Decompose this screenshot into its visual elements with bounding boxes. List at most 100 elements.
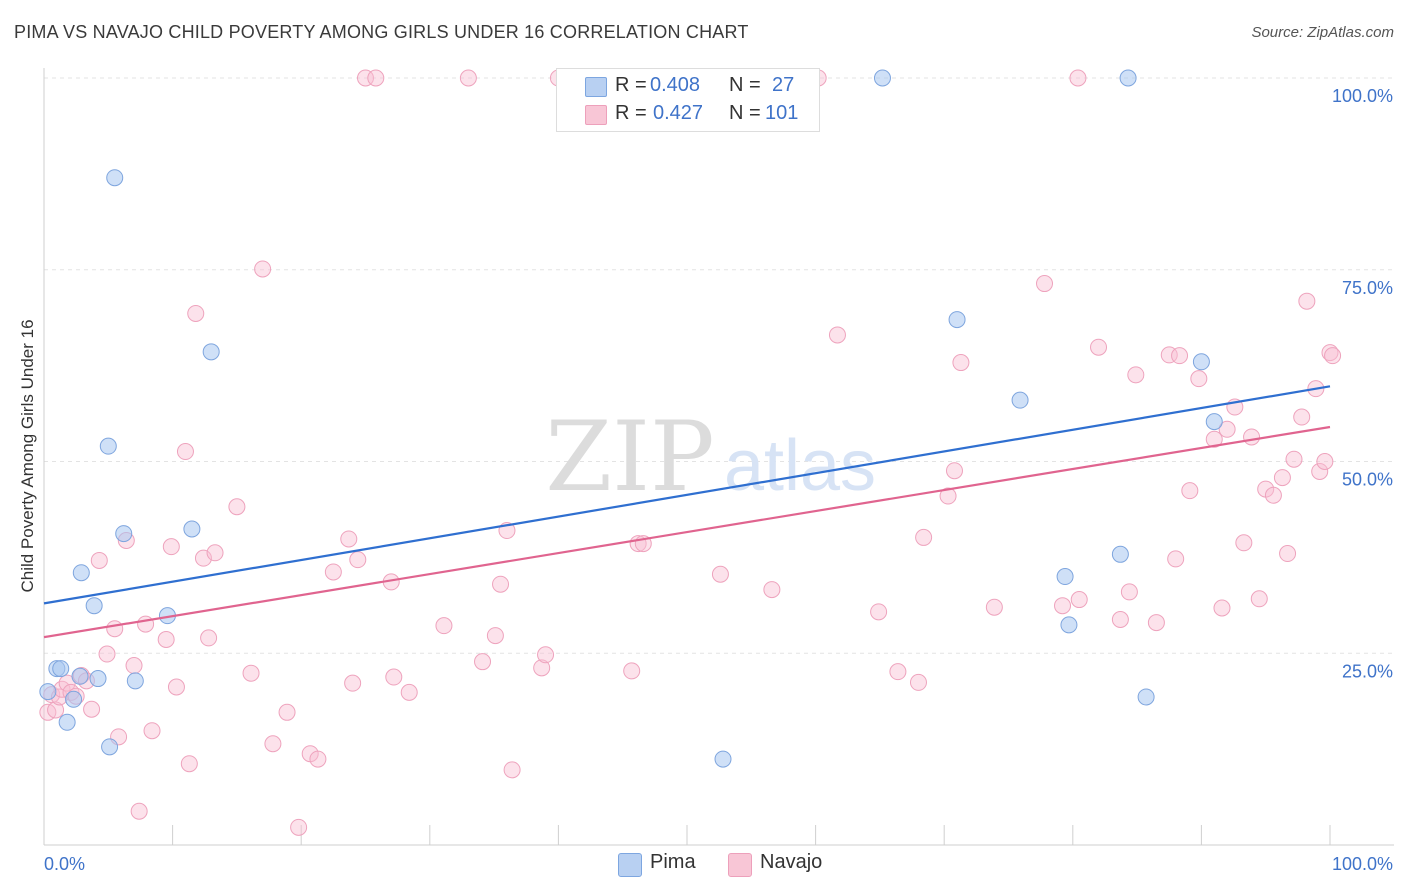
navajo-trendline	[43, 425, 1331, 639]
navajo-point	[623, 662, 641, 680]
navajo-point	[137, 615, 155, 633]
navajo-point	[1218, 420, 1236, 438]
navajo-point	[1264, 486, 1282, 504]
pima-point	[101, 738, 119, 756]
pima-point	[72, 564, 90, 582]
navajo-point	[486, 627, 504, 645]
navajo-point	[870, 603, 888, 621]
pima-point	[714, 750, 732, 768]
navajo-point	[1311, 462, 1329, 480]
navajo-point	[1235, 534, 1253, 552]
navajo-point	[1147, 614, 1165, 632]
pima-point	[873, 69, 891, 87]
navajo-point	[206, 544, 224, 562]
pima-point	[1060, 616, 1078, 634]
source-label: Source: ZipAtlas.com	[1251, 24, 1394, 41]
pima-point	[1056, 568, 1074, 586]
trendlines	[43, 385, 1331, 639]
navajo-r-value: 0.427	[653, 102, 704, 124]
pima-point	[1192, 353, 1210, 371]
navajo-point	[1316, 453, 1334, 470]
navajo-point	[533, 659, 551, 677]
navajo-point	[242, 664, 260, 682]
navajo-point	[1285, 450, 1303, 468]
navajo-point	[711, 565, 729, 583]
stats-legend: R = 0.408 N = 27 R = 0.427 N = 101	[556, 68, 820, 132]
navajo-point	[1120, 583, 1138, 601]
navajo-point	[83, 700, 101, 718]
navajo-point	[98, 645, 116, 663]
pima-point	[39, 683, 57, 701]
navajo-point	[349, 551, 367, 569]
pima-point	[1111, 545, 1129, 563]
navajo-point	[367, 69, 385, 87]
y-tick-label-3: 100.0%	[1332, 86, 1393, 106]
navajo-point	[915, 528, 933, 546]
navajo-point	[474, 653, 492, 671]
y-tick-label-1: 50.0%	[1342, 470, 1393, 490]
navajo-r-label: R =	[615, 102, 647, 124]
navajo-point	[106, 620, 124, 638]
pima-n-label: N =	[729, 74, 761, 96]
navajo-point	[1171, 347, 1189, 365]
navajo-point	[1070, 591, 1088, 609]
pima-point	[106, 169, 124, 187]
navajo-point	[385, 668, 403, 686]
navajo-point	[143, 722, 161, 740]
axes	[43, 68, 1394, 846]
pima-point	[89, 670, 107, 688]
navajo-point	[47, 701, 65, 719]
pima-point	[1119, 69, 1137, 87]
navajo-point	[400, 683, 418, 701]
legend-navajo-label: Navajo	[760, 851, 823, 873]
navajo-point	[459, 69, 477, 87]
navajo-point	[1213, 599, 1231, 617]
watermark-zip: ZIP	[545, 401, 714, 513]
navajo-point	[157, 630, 175, 648]
navajo-point	[909, 673, 927, 691]
navajo-points	[39, 69, 1342, 836]
navajo-point	[290, 818, 308, 836]
watermark: ZIP atlas	[545, 401, 876, 513]
navajo-point	[187, 304, 205, 322]
legend-pima-swatch	[618, 853, 642, 877]
pima-point	[1011, 391, 1029, 409]
navajo-point	[1205, 430, 1223, 448]
navajo-point	[1273, 469, 1291, 487]
navajo-point	[264, 735, 282, 753]
navajo-point	[130, 802, 148, 820]
navajo-point	[176, 443, 194, 461]
navajo-n-value: 101	[765, 102, 799, 124]
navajo-point	[1167, 550, 1185, 568]
y-tick-label-0: 25.0%	[1342, 661, 1393, 681]
pima-n-value: 27	[772, 74, 795, 96]
navajo-point	[828, 326, 846, 344]
navajo-point	[254, 260, 272, 278]
navajo-point	[889, 663, 907, 681]
watermark-atlas: atlas	[724, 426, 876, 506]
navajo-point	[1321, 344, 1339, 362]
pima-trendline	[43, 385, 1331, 605]
pima-point	[202, 343, 220, 361]
navajo-point	[167, 678, 185, 696]
navajo-point	[952, 354, 970, 372]
navajo-point	[125, 657, 143, 675]
pima-point	[948, 311, 966, 329]
navajo-point	[1298, 292, 1316, 310]
navajo-n-label: N =	[729, 102, 761, 124]
navajo-swatch	[585, 105, 607, 125]
navajo-point	[344, 674, 362, 692]
x-tick-label-min: 0.0%	[44, 854, 85, 874]
pima-point	[52, 660, 70, 678]
pima-point	[65, 690, 83, 708]
navajo-point	[180, 755, 198, 773]
tick-labels: 25.0% 50.0% 75.0% 100.0% 0.0% 100.0%	[44, 86, 1393, 874]
navajo-point	[939, 487, 957, 505]
navajo-point	[1279, 545, 1297, 563]
navajo-point	[1181, 482, 1199, 500]
navajo-point	[200, 629, 218, 647]
navajo-point	[1250, 590, 1268, 608]
navajo-point	[945, 462, 963, 480]
pima-point	[183, 520, 201, 538]
